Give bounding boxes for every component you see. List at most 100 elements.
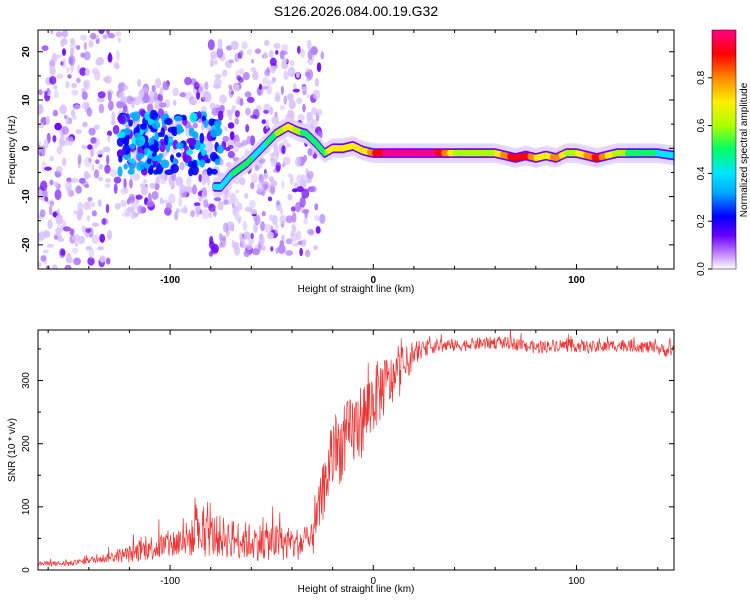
spectral-speckle [262, 76, 269, 85]
spectral-speckle [249, 209, 258, 215]
spectral-speckle [131, 99, 135, 109]
spectral-cluster-cell [201, 115, 206, 122]
spectral-speckle [223, 199, 229, 205]
spectral-speckle [66, 252, 72, 264]
spectral-speckle [299, 196, 306, 208]
spectral-speckle [172, 99, 177, 106]
spectral-speckle [59, 104, 68, 115]
spectral-speckle [74, 241, 79, 247]
spectral-speckle [65, 81, 70, 89]
colorbar-tick-label: 0.4 [696, 166, 707, 180]
spectral-cluster-cell [185, 149, 194, 156]
spectral-speckle [84, 68, 90, 77]
spectral-speckle [49, 179, 54, 186]
spectral-speckle [208, 203, 216, 212]
spectral-speckle [226, 109, 231, 117]
spectral-speckle [307, 49, 313, 60]
spectral-speckle [252, 248, 261, 256]
spectral-speckle [62, 157, 67, 167]
spectral-speckle [38, 261, 42, 268]
spectral-speckle [85, 228, 91, 233]
spectral-speckle [282, 156, 291, 166]
spectral-speckle [275, 247, 279, 254]
spectral-speckle [53, 90, 59, 99]
spectral-cluster-cell [181, 114, 187, 121]
spectral-speckle [81, 91, 88, 100]
spectral-speckle [62, 226, 71, 232]
spectral-speckle [189, 98, 198, 106]
spectral-speckle [172, 87, 179, 97]
spectral-speckle [149, 182, 156, 189]
spectral-speckle [60, 37, 68, 46]
spectral-cluster-cell [199, 159, 205, 168]
spectral-speckle [118, 92, 124, 99]
spectral-speckle [83, 80, 88, 88]
spectral-speckle [216, 47, 224, 59]
spectral-speckle [250, 67, 256, 73]
spectral-speckle [91, 201, 95, 208]
spectral-speckle [251, 173, 258, 184]
spectral-speckle [154, 100, 162, 111]
spectral-cluster-cell [215, 122, 221, 130]
spectral-speckle [301, 239, 307, 247]
spectral-speckle [306, 93, 310, 99]
spectral-speckle [53, 181, 59, 188]
spectral-speckle [242, 72, 250, 81]
spectral-speckle [314, 215, 320, 221]
spectrogram-image [38, 30, 674, 269]
spectral-speckle [288, 99, 296, 110]
spectral-speckle [146, 200, 155, 207]
spectral-speckle [141, 185, 148, 196]
spectral-cluster-cell [143, 147, 149, 155]
spectral-speckle [109, 169, 118, 178]
spectral-speckle [276, 200, 280, 206]
spectral-speckle [319, 213, 326, 224]
spectral-cluster-cell [135, 137, 140, 146]
spectral-speckle [279, 214, 287, 225]
spectral-speckle [283, 70, 289, 80]
spectral-cluster-cell [202, 154, 208, 161]
spectral-speckle [297, 45, 301, 55]
spectral-speckle [265, 119, 270, 130]
spectral-speckle [269, 57, 277, 67]
spectral-speckle [194, 205, 201, 212]
spectral-speckle [307, 148, 313, 156]
spectral-speckle [272, 214, 278, 226]
spectral-speckle [87, 197, 93, 202]
spectral-speckle [258, 83, 263, 90]
spectral-speckle [91, 222, 99, 227]
spectral-speckle [285, 250, 293, 256]
spectral-speckle [193, 202, 201, 207]
spectral-speckle [40, 180, 48, 192]
spectral-speckle [142, 93, 150, 104]
spectral-speckle [214, 59, 218, 65]
spectral-speckle [87, 144, 93, 150]
spectral-speckle [44, 166, 52, 171]
colorbar-tick-label: 0.6 [696, 118, 707, 132]
spectral-speckle [179, 161, 185, 171]
spectral-cluster-cell [129, 112, 136, 119]
spectral-speckle [247, 48, 253, 56]
spectral-speckle [151, 85, 156, 92]
spectral-speckle [68, 55, 76, 66]
spectral-speckle [234, 117, 240, 125]
spectral-speckle [250, 182, 255, 190]
spectral-cluster-cell [192, 131, 199, 140]
spectral-speckle [208, 251, 213, 257]
spectral-speckle [261, 245, 266, 251]
spectral-speckle [132, 173, 141, 181]
spectral-cluster-cell [200, 143, 207, 149]
spectral-speckle [155, 77, 162, 89]
spectral-speckle [295, 201, 302, 213]
spectral-speckle [120, 186, 128, 195]
spectral-speckle [130, 201, 138, 210]
spectral-speckle [47, 91, 51, 97]
spectral-speckle [276, 149, 280, 160]
spectral-speckle [69, 228, 75, 236]
spectral-speckle [99, 255, 106, 263]
spectral-cluster-cell [176, 152, 182, 158]
spectral-speckle [44, 138, 49, 149]
spectral-speckle [134, 96, 142, 106]
spectral-cluster-cell [175, 142, 184, 150]
spectral-speckle [250, 232, 254, 240]
